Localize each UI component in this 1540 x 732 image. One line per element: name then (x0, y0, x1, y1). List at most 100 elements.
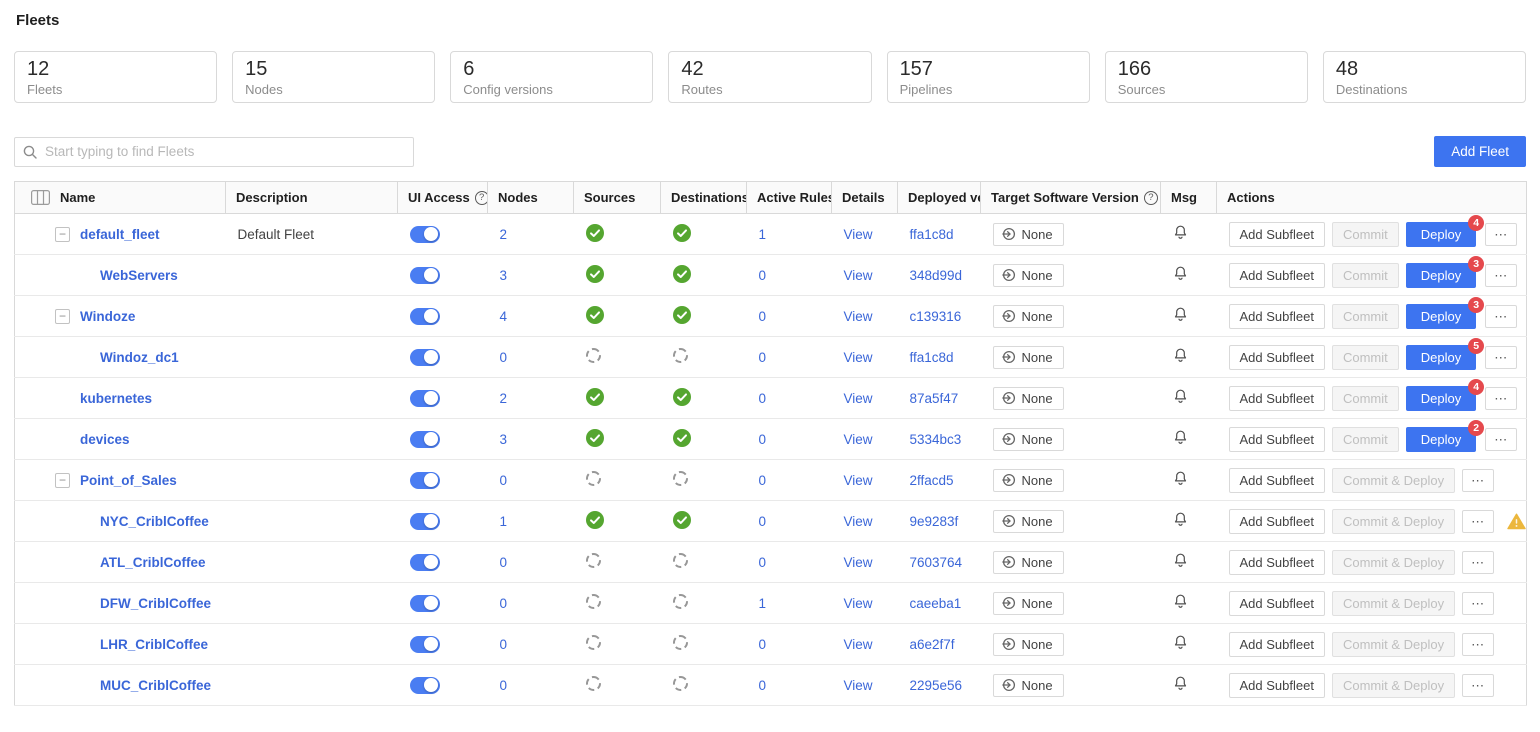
active-rules-link[interactable]: 0 (758, 349, 767, 365)
ui-access-toggle[interactable] (409, 635, 440, 653)
deploy-button[interactable]: Deploy (1405, 262, 1477, 288)
details-view-link[interactable]: View (843, 472, 873, 488)
fleet-name-link[interactable]: WebServers (100, 267, 178, 283)
nodes-count-link[interactable]: 4 (499, 308, 508, 324)
add-subfleet-button[interactable]: Add Subfleet (1228, 467, 1325, 493)
notifications-bell-icon[interactable] (1173, 470, 1188, 487)
nodes-count-link[interactable]: 0 (499, 349, 508, 365)
ui-access-toggle[interactable] (409, 348, 440, 366)
ui-access-toggle[interactable] (409, 389, 440, 407)
deployed-version-link[interactable]: c139316 (909, 308, 962, 324)
active-rules-link[interactable]: 0 (758, 431, 767, 447)
search-input[interactable] (14, 136, 414, 167)
notifications-bell-icon[interactable] (1173, 552, 1188, 569)
deployed-version-link[interactable]: 9e9283f (909, 513, 959, 529)
details-view-link[interactable]: View (843, 226, 873, 242)
active-rules-link[interactable]: 0 (758, 308, 767, 324)
commit-button[interactable]: Commit & Deploy (1331, 590, 1456, 616)
notifications-bell-icon[interactable] (1173, 265, 1188, 282)
commit-button[interactable]: Commit & Deploy (1331, 631, 1456, 657)
notifications-bell-icon[interactable] (1173, 675, 1188, 692)
notifications-bell-icon[interactable] (1173, 347, 1188, 364)
nodes-count-link[interactable]: 2 (499, 390, 508, 406)
details-view-link[interactable]: View (843, 308, 873, 324)
ui-access-toggle[interactable] (409, 225, 440, 243)
commit-button[interactable]: Commit (1331, 303, 1399, 329)
commit-button[interactable]: Commit & Deploy (1331, 508, 1456, 534)
columns-settings-icon[interactable] (31, 190, 50, 205)
fleet-name-link[interactable]: MUC_CriblCoffee (100, 677, 212, 693)
fleet-name-link[interactable]: DFW_CriblCoffee (100, 595, 211, 611)
help-icon[interactable]: ? (474, 190, 487, 205)
fleet-name-link[interactable]: Windoz_dc1 (100, 349, 179, 365)
fleet-name-link[interactable]: NYC_CriblCoffee (100, 513, 209, 529)
deploy-button[interactable]: Deploy (1405, 303, 1477, 329)
target-version-button[interactable]: None (992, 591, 1064, 615)
commit-button[interactable]: Commit (1331, 385, 1399, 411)
nodes-count-link[interactable]: 0 (499, 677, 508, 693)
commit-button[interactable]: Commit & Deploy (1331, 549, 1456, 575)
more-actions-button[interactable]: ⋯ (1462, 509, 1495, 533)
fleet-name-link[interactable]: LHR_CriblCoffee (100, 636, 209, 652)
more-actions-button[interactable]: ⋯ (1485, 386, 1518, 410)
collapse-toggle-icon[interactable]: − (55, 472, 70, 488)
details-view-link[interactable]: View (843, 636, 873, 652)
active-rules-link[interactable]: 1 (758, 226, 767, 242)
add-subfleet-button[interactable]: Add Subfleet (1228, 631, 1325, 657)
ui-access-toggle[interactable] (409, 471, 440, 489)
deployed-version-link[interactable]: 2ffacd5 (909, 472, 954, 488)
notifications-bell-icon[interactable] (1173, 429, 1188, 446)
deployed-version-link[interactable]: ffa1c8d (909, 226, 954, 242)
target-version-button[interactable]: None (992, 304, 1064, 328)
fleet-name-link[interactable]: Point_of_Sales (80, 472, 177, 488)
nodes-count-link[interactable]: 0 (499, 554, 508, 570)
deployed-version-link[interactable]: 5334bc3 (909, 431, 962, 447)
commit-button[interactable]: Commit & Deploy (1331, 467, 1456, 493)
fleet-name-link[interactable]: ATL_CriblCoffee (100, 554, 206, 570)
more-actions-button[interactable]: ⋯ (1462, 673, 1495, 697)
deployed-version-link[interactable]: ffa1c8d (909, 349, 954, 365)
notifications-bell-icon[interactable] (1173, 593, 1188, 610)
collapse-toggle-icon[interactable]: − (55, 308, 70, 324)
deployed-version-link[interactable]: 348d99d (909, 267, 963, 283)
deployed-version-link[interactable]: 7603764 (909, 554, 963, 570)
commit-button[interactable]: Commit (1331, 344, 1399, 370)
add-subfleet-button[interactable]: Add Subfleet (1228, 426, 1325, 452)
details-view-link[interactable]: View (843, 595, 873, 611)
target-version-button[interactable]: None (992, 550, 1064, 574)
target-version-button[interactable]: None (992, 386, 1064, 410)
ui-access-toggle[interactable] (409, 512, 440, 530)
add-subfleet-button[interactable]: Add Subfleet (1228, 303, 1325, 329)
deploy-button[interactable]: Deploy (1405, 385, 1477, 411)
notifications-bell-icon[interactable] (1173, 306, 1188, 323)
nodes-count-link[interactable]: 0 (499, 595, 508, 611)
more-actions-button[interactable]: ⋯ (1485, 263, 1518, 287)
ui-access-toggle[interactable] (409, 553, 440, 571)
active-rules-link[interactable]: 1 (758, 595, 767, 611)
target-version-button[interactable]: None (992, 263, 1064, 287)
details-view-link[interactable]: View (843, 349, 873, 365)
more-actions-button[interactable]: ⋯ (1485, 345, 1518, 369)
commit-button[interactable]: Commit (1331, 262, 1399, 288)
add-subfleet-button[interactable]: Add Subfleet (1228, 508, 1325, 534)
add-subfleet-button[interactable]: Add Subfleet (1228, 262, 1325, 288)
add-subfleet-button[interactable]: Add Subfleet (1228, 385, 1325, 411)
nodes-count-link[interactable]: 3 (499, 431, 508, 447)
more-actions-button[interactable]: ⋯ (1485, 427, 1518, 451)
deployed-version-link[interactable]: 2295e56 (909, 677, 963, 693)
add-subfleet-button[interactable]: Add Subfleet (1228, 590, 1325, 616)
notifications-bell-icon[interactable] (1173, 388, 1188, 405)
nodes-count-link[interactable]: 0 (499, 472, 508, 488)
target-version-button[interactable]: None (992, 468, 1064, 492)
details-view-link[interactable]: View (843, 431, 873, 447)
target-version-button[interactable]: None (992, 345, 1064, 369)
add-subfleet-button[interactable]: Add Subfleet (1228, 344, 1325, 370)
more-actions-button[interactable]: ⋯ (1462, 591, 1495, 615)
add-subfleet-button[interactable]: Add Subfleet (1228, 549, 1325, 575)
deployed-version-link[interactable]: caeeba1 (909, 595, 962, 611)
ui-access-toggle[interactable] (409, 676, 440, 694)
deployed-version-link[interactable]: 87a5f47 (909, 390, 959, 406)
notifications-bell-icon[interactable] (1173, 511, 1188, 528)
nodes-count-link[interactable]: 3 (499, 267, 508, 283)
fleet-name-link[interactable]: kubernetes (80, 390, 153, 406)
